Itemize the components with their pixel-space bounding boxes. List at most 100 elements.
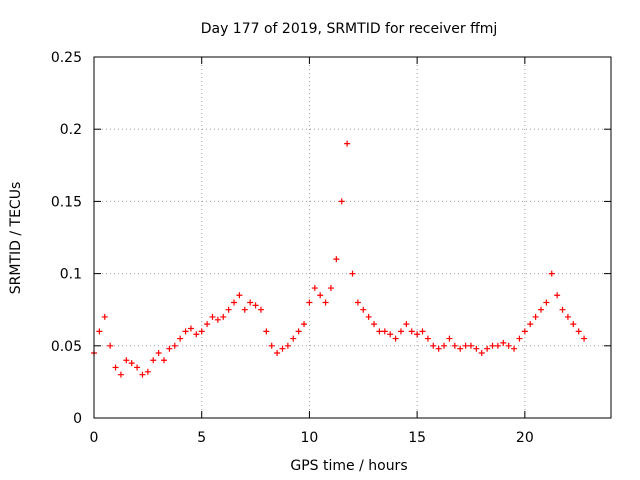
data-point bbox=[290, 335, 297, 342]
data-point bbox=[344, 140, 351, 147]
x-axis-label: GPS time / hours bbox=[290, 458, 407, 474]
data-point bbox=[473, 345, 480, 352]
y-tick-label: 0.2 bbox=[60, 122, 82, 138]
data-point bbox=[511, 345, 518, 352]
grid-lines bbox=[94, 57, 611, 418]
data-point bbox=[424, 335, 431, 342]
data-point bbox=[247, 299, 254, 306]
data-point bbox=[360, 306, 367, 313]
data-point bbox=[306, 299, 313, 306]
data-point bbox=[365, 313, 372, 320]
data-point bbox=[408, 328, 415, 335]
data-point bbox=[414, 331, 421, 338]
data-point bbox=[570, 321, 577, 328]
data-point bbox=[241, 306, 248, 313]
data-point bbox=[123, 357, 130, 364]
data-point bbox=[301, 321, 308, 328]
data-point bbox=[236, 292, 243, 299]
y-tick-label: 0.25 bbox=[51, 50, 82, 66]
data-point bbox=[543, 299, 550, 306]
data-point bbox=[430, 342, 437, 349]
data-point bbox=[484, 345, 491, 352]
data-point bbox=[317, 292, 324, 299]
data-point bbox=[171, 342, 178, 349]
data-point bbox=[139, 371, 146, 378]
y-tick-label: 0 bbox=[73, 411, 82, 427]
data-point bbox=[467, 342, 474, 349]
data-point bbox=[263, 328, 270, 335]
data-point bbox=[387, 331, 394, 338]
data-point bbox=[220, 313, 227, 320]
data-point bbox=[559, 306, 566, 313]
data-point bbox=[144, 368, 151, 375]
data-point bbox=[112, 364, 119, 371]
data-point bbox=[166, 345, 173, 352]
data-point bbox=[581, 335, 588, 342]
data-point bbox=[554, 292, 561, 299]
data-point bbox=[392, 335, 399, 342]
chart-title: Day 177 of 2019, SRMTID for receiver ffm… bbox=[201, 21, 498, 37]
data-point bbox=[333, 256, 340, 263]
data-point bbox=[193, 331, 200, 338]
x-tick-label: 15 bbox=[408, 430, 426, 446]
data-point bbox=[198, 328, 205, 335]
data-point bbox=[527, 321, 534, 328]
data-point bbox=[209, 313, 216, 320]
data-point bbox=[311, 285, 318, 292]
data-point bbox=[457, 345, 464, 352]
x-tick-label: 10 bbox=[301, 430, 319, 446]
data-point bbox=[225, 306, 232, 313]
data-point bbox=[322, 299, 329, 306]
data-point bbox=[338, 198, 345, 205]
data-point bbox=[532, 313, 539, 320]
data-point bbox=[521, 328, 528, 335]
data-point bbox=[419, 328, 426, 335]
data-point bbox=[500, 339, 507, 346]
data-point bbox=[575, 328, 582, 335]
data-point bbox=[252, 302, 259, 309]
data-point bbox=[284, 342, 291, 349]
data-point bbox=[150, 357, 157, 364]
data-point bbox=[381, 328, 388, 335]
data-point bbox=[231, 299, 238, 306]
data-point bbox=[354, 299, 361, 306]
data-point bbox=[537, 306, 544, 313]
data-point bbox=[403, 321, 410, 328]
data-point bbox=[327, 285, 334, 292]
plot-frame bbox=[93, 56, 612, 419]
data-point bbox=[128, 360, 135, 367]
data-point bbox=[96, 328, 103, 335]
x-tick-label: 5 bbox=[197, 430, 206, 446]
y-tick-labels: 0 0.05 0.1 0.15 0.2 0.25 bbox=[51, 50, 82, 427]
data-point bbox=[279, 345, 286, 352]
data-point bbox=[274, 350, 281, 357]
data-point bbox=[505, 342, 512, 349]
y-tick-label: 0.05 bbox=[51, 339, 82, 355]
x-tick-label: 20 bbox=[516, 430, 534, 446]
x-tick-label: 0 bbox=[90, 430, 99, 446]
data-point bbox=[435, 345, 442, 352]
axis-ticks bbox=[93, 56, 611, 419]
data-point bbox=[516, 335, 523, 342]
data-point bbox=[478, 350, 485, 357]
data-point bbox=[214, 316, 221, 323]
data-point bbox=[204, 321, 211, 328]
data-point bbox=[161, 357, 168, 364]
data-point bbox=[182, 328, 189, 335]
data-point bbox=[134, 364, 141, 371]
data-point bbox=[257, 306, 264, 313]
data-point bbox=[295, 328, 302, 335]
data-point bbox=[107, 342, 114, 349]
data-point bbox=[564, 313, 571, 320]
y-tick-label: 0.15 bbox=[51, 194, 82, 210]
data-points bbox=[91, 140, 588, 378]
data-point bbox=[155, 350, 162, 357]
data-point bbox=[462, 342, 469, 349]
data-point bbox=[446, 335, 453, 342]
data-point bbox=[349, 270, 356, 277]
data-point bbox=[441, 342, 448, 349]
data-point bbox=[187, 325, 194, 332]
data-point bbox=[494, 342, 501, 349]
